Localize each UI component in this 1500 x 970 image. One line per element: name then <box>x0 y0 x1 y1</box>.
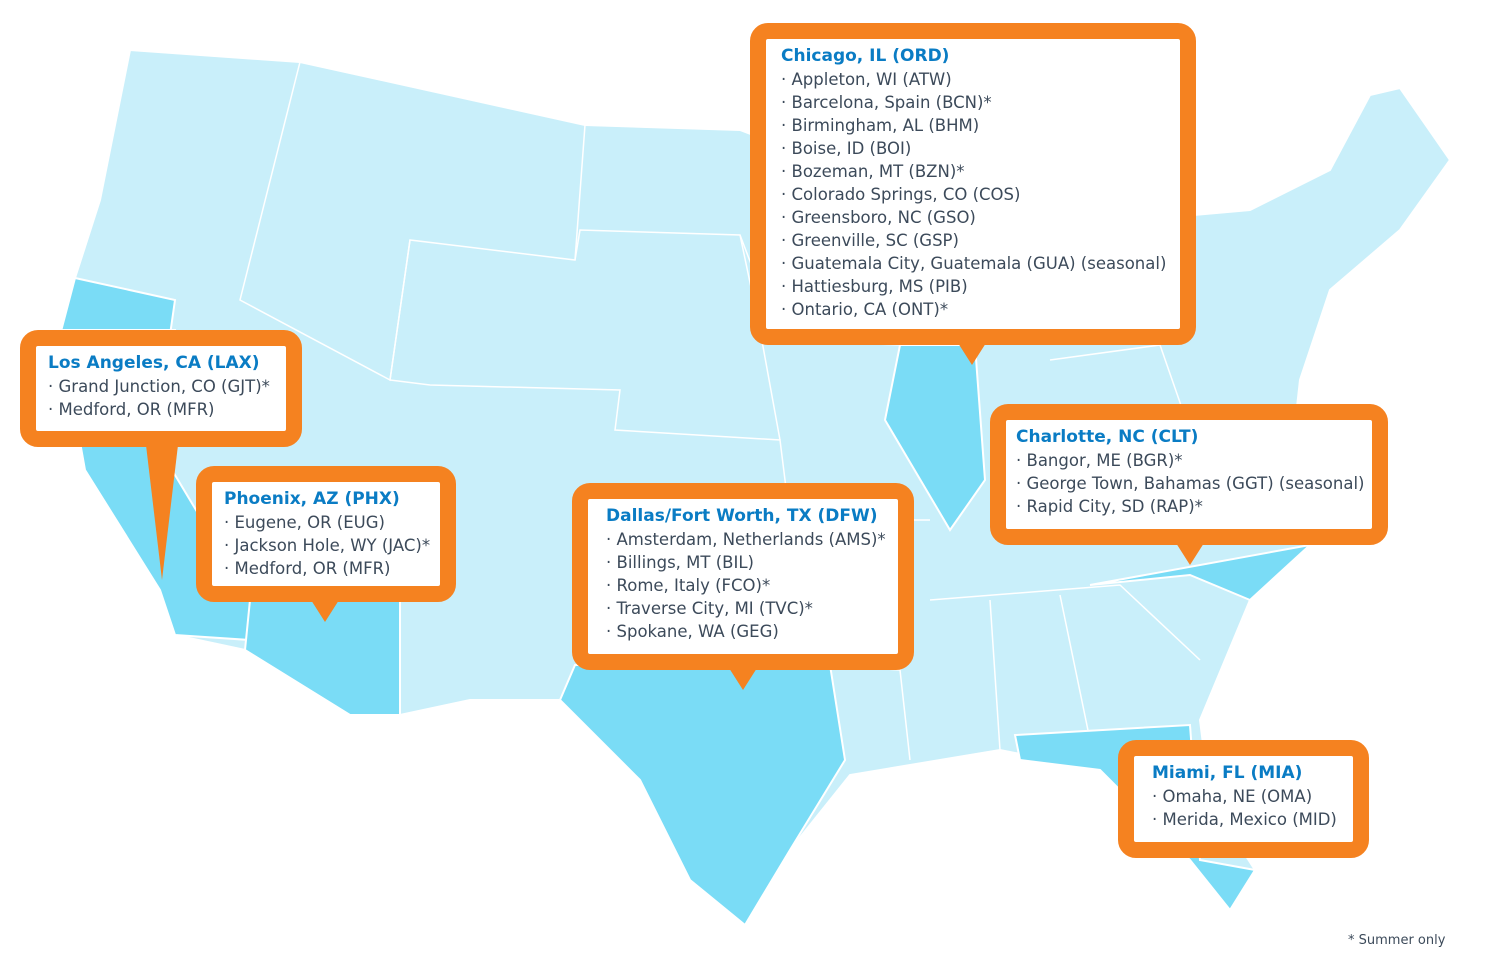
hub-callout-ord: Chicago, IL (ORD) Appleton, WI (ATW) Bar… <box>750 23 1196 345</box>
callout-pointer <box>729 668 757 690</box>
destination-item: Guatemala City, Guatemala (GUA) (seasona… <box>781 252 1168 275</box>
hub-title: Miami, FL (MIA) <box>1152 763 1303 783</box>
destination-item: Ontario, CA (ONT)* <box>781 298 1168 321</box>
destination-item: Bangor, ME (BGR)* <box>1016 449 1360 472</box>
destination-item: Boise, ID (BOI) <box>781 137 1168 160</box>
callout-pointer <box>146 445 178 580</box>
hub-title: Chicago, IL (ORD) <box>781 46 950 66</box>
destination-item: Eugene, OR (EUG) <box>224 511 428 534</box>
hub-callout-lax: Los Angeles, CA (LAX) Grand Junction, CO… <box>20 330 302 447</box>
state-texas <box>470 664 847 927</box>
destination-item: Billings, MT (BIL) <box>606 551 886 574</box>
hub-callout-clt: Charlotte, NC (CLT) Bangor, ME (BGR)*Geo… <box>990 404 1388 545</box>
destination-item: Hattiesburg, MS (PIB) <box>781 275 1168 298</box>
destination-item: Traverse City, MI (TVC)* <box>606 597 886 620</box>
destination-item: Merida, Mexico (MID) <box>1152 808 1341 831</box>
callout-pointer <box>958 343 986 365</box>
destination-item: Greenville, SC (GSP) <box>781 229 1168 252</box>
destination-item: Grand Junction, CO (GJT)* <box>48 375 274 398</box>
destination-item: Colorado Springs, CO (COS) <box>781 183 1168 206</box>
destination-item: George Town, Bahamas (GGT) (seasonal) <box>1016 472 1365 495</box>
hub-callout-mia: Miami, FL (MIA) Omaha, NE (OMA)Merida, M… <box>1118 740 1369 858</box>
destination-item: Medford, OR (MFR) <box>48 398 274 421</box>
destination-item: Appleton, WI (ATW) <box>781 68 1168 91</box>
destination-item: Barcelona, Spain (BCN)* <box>781 91 1168 114</box>
destination-item: Rome, Italy (FCO)* <box>606 574 886 597</box>
state-north-carolina <box>1089 543 1314 602</box>
footnote: * Summer only <box>1348 933 1446 948</box>
callout-pointer <box>1176 543 1204 565</box>
destination-item: Jackson Hole, WY (JAC)* <box>224 534 431 557</box>
destination-item: Birmingham, AL (BHM) <box>781 114 1168 137</box>
hub-title: Phoenix, AZ (PHX) <box>224 489 400 509</box>
hub-callout-dfw: Dallas/Fort Worth, TX (DFW) Amsterdam, N… <box>572 483 914 670</box>
destination-item: Medford, OR (MFR) <box>224 557 428 580</box>
hub-title: Dallas/Fort Worth, TX (DFW) <box>606 506 878 526</box>
destination-item: Omaha, NE (OMA) <box>1152 785 1341 808</box>
destination-item: Bozeman, MT (BZN)* <box>781 160 1168 183</box>
destination-item: Rapid City, SD (RAP)* <box>1016 495 1360 518</box>
destination-item: Spokane, WA (GEG) <box>606 620 886 643</box>
hub-title: Los Angeles, CA (LAX) <box>48 353 260 373</box>
callout-pointer <box>311 600 339 622</box>
hub-callout-phx: Phoenix, AZ (PHX) Eugene, OR (EUG)Jackso… <box>196 466 456 602</box>
destination-item: Greensboro, NC (GSO) <box>781 206 1168 229</box>
destination-item: Amsterdam, Netherlands (AMS)* <box>606 528 886 551</box>
hub-title: Charlotte, NC (CLT) <box>1016 427 1199 447</box>
